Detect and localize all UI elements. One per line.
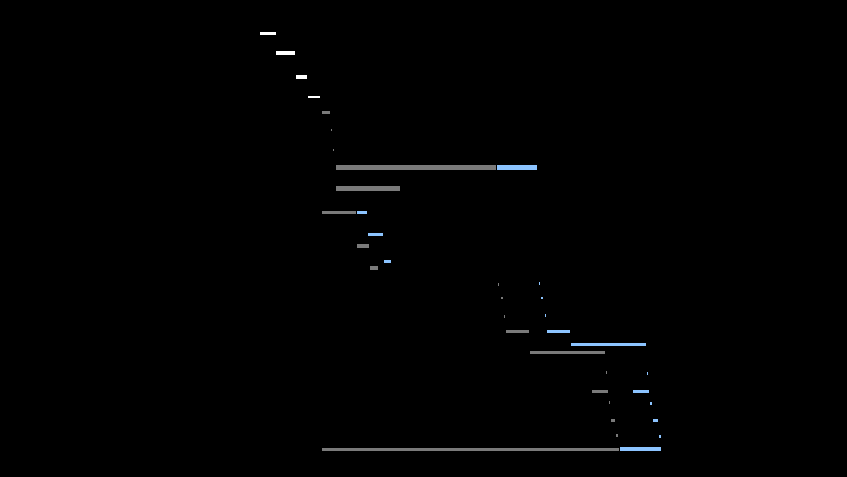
trace-bar: [539, 282, 540, 285]
trace-bar: [501, 297, 503, 299]
trace-bar: [370, 266, 378, 270]
trace-bar: [659, 435, 661, 438]
trace-bar: [650, 402, 652, 405]
trace-bar: [571, 343, 646, 346]
trace-bar: [260, 32, 276, 35]
trace-bar: [547, 330, 570, 333]
trace-bar: [331, 129, 332, 131]
trace-bar: [592, 390, 608, 393]
trace-bar: [336, 186, 400, 191]
trace-bar: [541, 297, 543, 299]
trace-bar: [368, 233, 383, 236]
trace-bar: [504, 315, 505, 318]
trace-bar: [647, 372, 648, 375]
trace-bar: [322, 111, 330, 114]
trace-bar: [620, 447, 661, 451]
trace-bar: [497, 165, 537, 170]
trace-bar: [308, 96, 320, 98]
trace-bar: [653, 419, 658, 422]
trace-bar: [530, 351, 605, 354]
trace-bar: [606, 371, 607, 374]
trace-bar: [357, 211, 367, 214]
trace-bar: [276, 51, 295, 55]
trace-bar: [498, 283, 499, 286]
trace-bar: [545, 314, 546, 317]
trace-bar: [609, 401, 610, 404]
trace-bar: [322, 211, 356, 214]
trace-bar: [616, 434, 618, 437]
trace-bar: [296, 75, 307, 79]
trace-bar: [336, 165, 496, 170]
trace-bar: [384, 260, 391, 263]
trace-bar: [611, 419, 615, 422]
trace-bar: [506, 330, 529, 333]
trace-bar: [357, 244, 369, 248]
trace-bar: [333, 149, 334, 151]
trace-bar: [322, 448, 619, 451]
trace-bar: [633, 390, 649, 393]
